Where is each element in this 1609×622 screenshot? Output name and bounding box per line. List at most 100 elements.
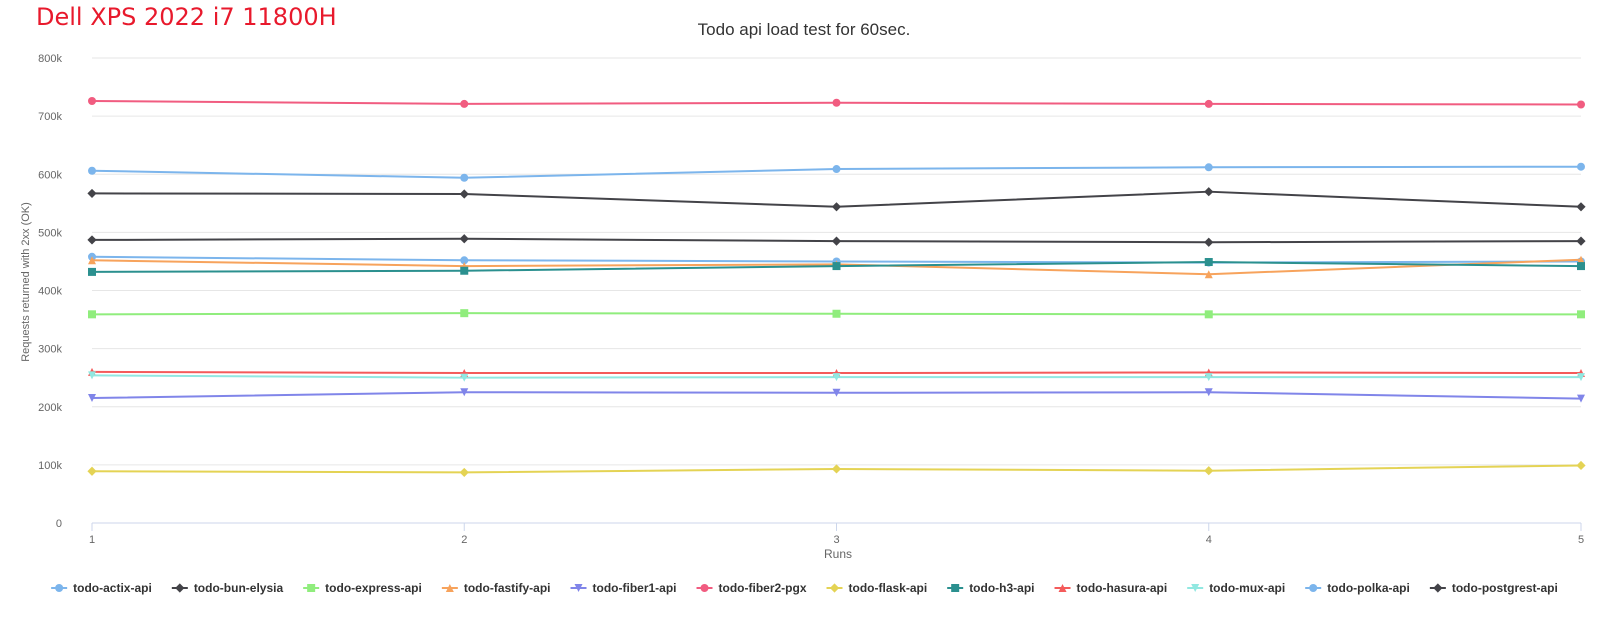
y-tick-label: 500k	[38, 227, 62, 239]
y-axis-label: Requests returned with 2xx (OK)	[20, 202, 32, 362]
legend-marker	[951, 584, 960, 592]
legend-label: todo-actix-api	[73, 581, 152, 595]
legend-item[interactable]: todo-flask-api	[826, 581, 928, 595]
data-point	[1577, 373, 1585, 382]
legend-label: todo-h3-api	[969, 581, 1034, 595]
y-tick-label: 400k	[38, 286, 62, 298]
data-point	[88, 371, 96, 380]
legend-label: todo-fiber1-api	[593, 581, 677, 595]
data-point	[1204, 258, 1213, 267]
legend-marker	[829, 583, 840, 593]
legend-label: todo-hasura-api	[1077, 581, 1168, 595]
x-tick-label: 1	[89, 534, 95, 546]
data-point	[87, 235, 97, 245]
data-point	[1204, 373, 1213, 382]
data-point	[88, 256, 96, 265]
legend-item[interactable]: todo-hasura-api	[1054, 581, 1168, 595]
series-todo-polka-api[interactable]	[88, 162, 1585, 182]
data-point	[88, 97, 96, 106]
data-point	[460, 173, 469, 182]
legend-item[interactable]: todo-actix-api	[51, 581, 152, 595]
axes: 0 100k 200k 300k 400k 500k 600k 700k 800k 1 2 3 4 5	[38, 53, 1584, 546]
legend[interactable]: todo-actix-api todo-bun-elysia todo-expres…	[51, 581, 1558, 595]
series-todo-fiber2-pgx[interactable]	[88, 97, 1585, 109]
data-point	[831, 236, 842, 246]
y-tick-label: 700k	[38, 111, 62, 123]
y-tick-label: 0	[56, 518, 62, 530]
legend-item[interactable]: todo-fiber1-api	[570, 581, 677, 595]
legend-item[interactable]: todo-express-api	[303, 581, 422, 595]
data-point	[1204, 237, 1214, 247]
data-point	[1576, 460, 1586, 471]
legend-label: todo-flask-api	[849, 581, 928, 595]
legend-marker	[700, 584, 709, 592]
legend-marker	[574, 584, 583, 592]
data-point	[460, 266, 469, 275]
x-tick-label: 3	[833, 534, 839, 546]
legend-marker	[1058, 584, 1067, 592]
legend-marker	[55, 584, 64, 592]
data-point	[460, 373, 469, 382]
series-todo-bun-elysia[interactable]	[87, 234, 1586, 247]
data-point	[831, 464, 842, 474]
legend-item[interactable]: todo-bun-elysia	[171, 581, 284, 595]
legend-marker	[1433, 583, 1443, 593]
x-tick-label: 4	[1206, 534, 1212, 546]
data-point	[1204, 310, 1213, 319]
data-point	[88, 267, 96, 276]
data-point	[1577, 255, 1585, 264]
series-todo-flask-api[interactable]	[87, 460, 1586, 478]
legend-marker	[175, 583, 185, 593]
data-point	[460, 256, 469, 265]
x-tick-label: 5	[1578, 534, 1584, 546]
legend-item[interactable]: todo-polka-api	[1305, 581, 1410, 595]
data-point	[832, 165, 841, 174]
data-point	[1577, 100, 1585, 109]
data-point	[459, 189, 469, 199]
legend-marker	[307, 584, 316, 592]
series-todo-h3-api[interactable]	[88, 258, 1585, 276]
data-point	[831, 202, 842, 212]
data-point	[1577, 262, 1585, 271]
data-point	[1577, 162, 1585, 171]
data-point	[1204, 388, 1213, 397]
series-todo-fiber1-api[interactable]	[88, 388, 1585, 403]
data-point	[87, 466, 97, 476]
legend-marker	[1309, 584, 1318, 592]
data-point	[1576, 202, 1586, 212]
data-point	[832, 262, 841, 271]
series-layer	[87, 97, 1586, 478]
data-point	[832, 373, 841, 382]
legend-item[interactable]: todo-mux-api	[1187, 581, 1285, 595]
data-point	[88, 166, 96, 175]
data-point	[460, 99, 469, 108]
data-point	[88, 310, 96, 319]
data-point	[1576, 236, 1586, 246]
x-axis-label: Runs	[824, 547, 852, 561]
y-tick-label: 800k	[38, 53, 62, 65]
y-tick-label: 100k	[38, 460, 62, 472]
grid-lines	[92, 57, 1581, 466]
legend-marker	[445, 584, 454, 592]
legend-item[interactable]: todo-fiber2-pgx	[696, 581, 807, 595]
data-point	[1204, 163, 1213, 172]
data-point	[1204, 99, 1213, 108]
data-point	[1204, 466, 1214, 476]
data-point	[832, 388, 841, 397]
legend-item[interactable]: todo-postgrest-api	[1429, 581, 1558, 595]
y-tick-label: 600k	[38, 169, 62, 181]
legend-label: todo-polka-api	[1327, 581, 1410, 595]
legend-item[interactable]: todo-fastify-api	[441, 581, 551, 595]
series-todo-mux-api[interactable]	[88, 371, 1585, 382]
device-title: Dell XPS 2022 i7 11800H	[36, 3, 337, 31]
data-point	[88, 394, 96, 403]
series-todo-postgrest-api[interactable]	[87, 187, 1586, 212]
data-point	[87, 188, 97, 199]
y-tick-label: 300k	[38, 344, 62, 356]
series-todo-express-api[interactable]	[88, 309, 1585, 319]
data-point	[832, 309, 841, 318]
legend-label: todo-mux-api	[1209, 581, 1285, 595]
legend-item[interactable]: todo-h3-api	[947, 581, 1035, 595]
data-point	[459, 234, 469, 244]
